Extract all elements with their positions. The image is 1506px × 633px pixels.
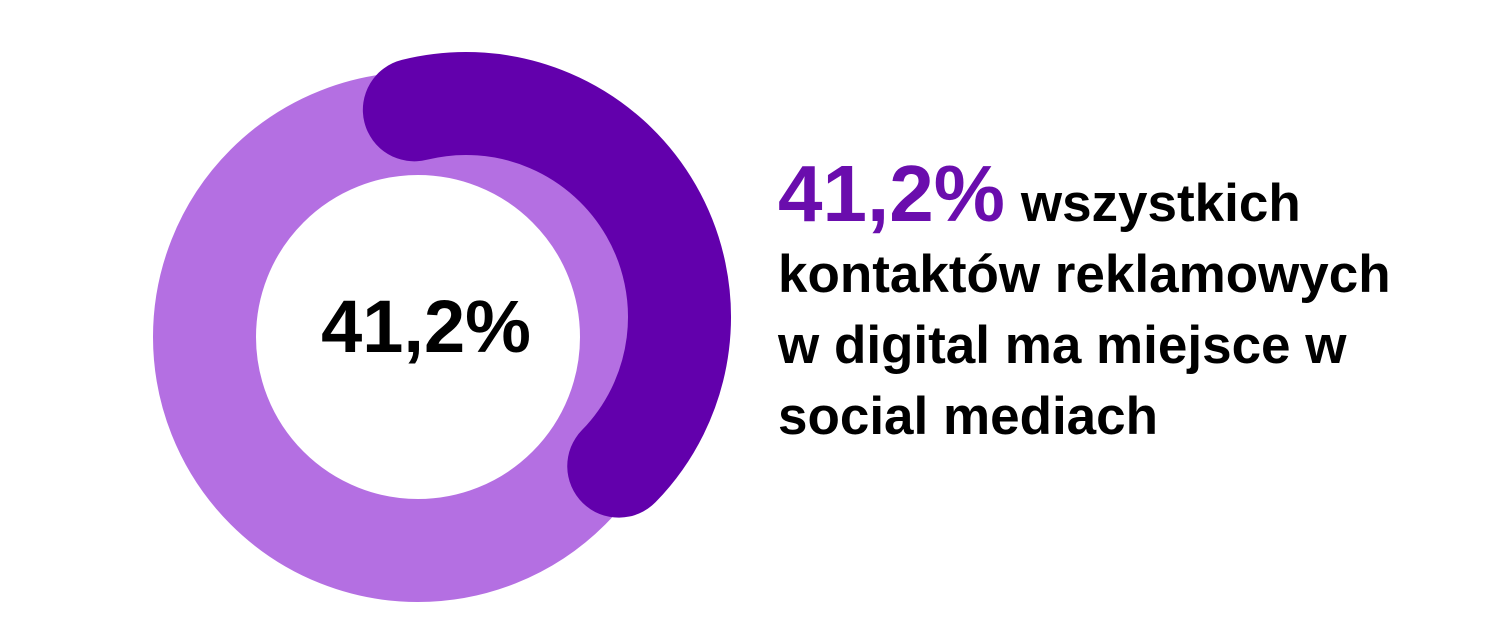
donut-chart-svg: 41,2%: [153, 52, 731, 602]
donut-chart: 41,2%: [153, 52, 731, 602]
donut-center-label: 41,2%: [321, 285, 531, 368]
caption: 41,2% wszystkich kontaktów reklamowych w …: [778, 154, 1478, 452]
caption-highlight-value: 41,2%: [778, 149, 1005, 238]
caption-line-1-text: wszystkich: [1020, 174, 1301, 233]
caption-line-1: 41,2% wszystkich: [778, 154, 1478, 239]
caption-line-3: w digital ma miejsce w: [778, 316, 1347, 375]
donut-segment-highlight: [362, 52, 731, 518]
caption-line-4: social mediach: [778, 387, 1159, 446]
donut-segments: [153, 52, 731, 602]
caption-line-2: kontaktów reklamowych: [778, 245, 1391, 304]
